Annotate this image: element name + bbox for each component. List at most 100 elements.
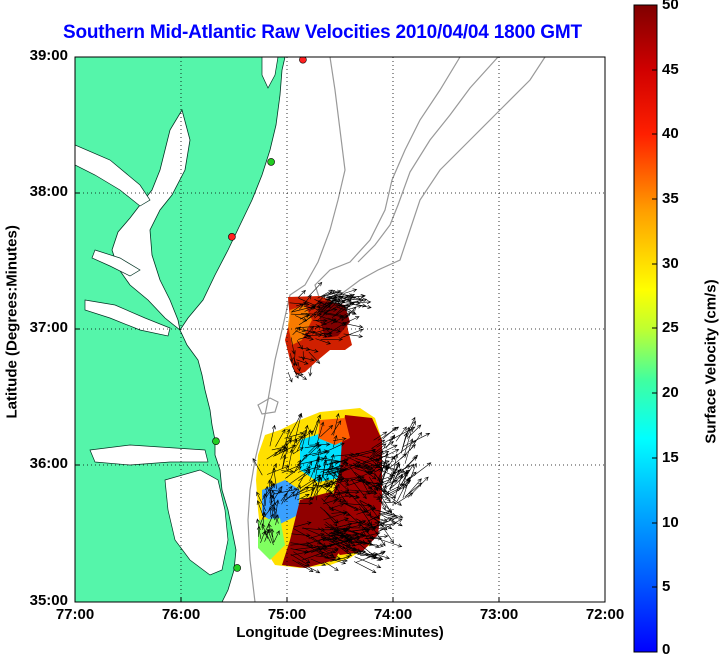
velocity-arrow [293, 459, 302, 474]
velocity-arrow [292, 559, 314, 573]
map-content [75, 57, 605, 602]
colorbar-tick-label: 30 [662, 255, 679, 272]
velocity-arrow [307, 281, 323, 298]
xtick-label: 77:00 [55, 606, 95, 623]
velocity-arrow [298, 297, 321, 309]
velocity-arrow [342, 502, 359, 511]
velocity-arrow [334, 517, 349, 524]
station-marker-green [212, 437, 220, 446]
velocity-arrow [334, 303, 352, 308]
velocity-arrow [264, 485, 269, 507]
velocity-arrow [323, 459, 347, 465]
velocity-arrow [256, 491, 267, 512]
colorbar-tick-label: 50 [662, 0, 679, 13]
velocity-arrow [290, 554, 310, 566]
velocity-arrow [323, 556, 347, 565]
james-river [84, 299, 171, 337]
velocity-arrow [322, 454, 328, 478]
colorbar-tick-label: 25 [662, 319, 679, 336]
velocity-arrow [304, 308, 321, 323]
velocity-arrow [364, 536, 383, 541]
velocity-arrow [367, 510, 391, 522]
ytick-label: 36:00 [29, 455, 68, 472]
velocity-arrow [335, 453, 361, 465]
velocity-arrow [308, 351, 321, 365]
velocity-arrow [304, 305, 317, 312]
velocity-arrow [356, 531, 381, 539]
velocity-arrow [331, 538, 349, 552]
velocity-arrow [331, 420, 342, 436]
velocity-arrow [273, 530, 280, 543]
velocity-arrow [293, 521, 312, 528]
radar-stations [212, 57, 307, 572]
xtick-label: 72:00 [585, 606, 625, 623]
velocity-arrow [309, 478, 316, 501]
velocity-arrow [320, 337, 343, 342]
velocity-arrow [343, 333, 364, 339]
velocity-arrow [317, 527, 338, 541]
velocity-arrow [378, 513, 403, 527]
velocity-arrow [281, 469, 295, 474]
bathymetry-contour-slope-outer [357, 57, 499, 263]
velocity-arrow [343, 532, 367, 544]
velocity-arrow [354, 466, 374, 471]
velocity-arrow [269, 463, 277, 483]
velocity-arrow [355, 541, 384, 548]
colorbar-label: Surface Velocity (cm/s) [702, 279, 720, 444]
velocity-arrow [298, 444, 320, 464]
velocity-arrow [377, 495, 386, 511]
xtick-label: 73:00 [479, 606, 519, 623]
velocity-arrow [304, 329, 328, 338]
velocity-arrow [267, 479, 272, 496]
velocity-arrow [348, 448, 377, 457]
velocity-arrow [274, 447, 289, 454]
velocity-arrow [345, 316, 360, 324]
velocity-arrow [287, 448, 294, 471]
colorbar-tick-label: 35 [662, 190, 679, 207]
velocity-arrow [369, 516, 393, 530]
velocity-arrow [325, 478, 350, 487]
velocity-arrow [267, 528, 274, 546]
colorbar-tick-label: 0 [662, 641, 671, 658]
velocity-arrow [328, 473, 345, 480]
velocity-arrow [359, 500, 372, 517]
velocity-arrow [329, 503, 345, 510]
velocity-arrow [283, 491, 295, 503]
velocity-arrow [331, 452, 355, 457]
xtick-label: 76:00 [161, 606, 201, 623]
velocity-arrow [358, 479, 381, 486]
velocity-arrow [328, 292, 344, 298]
velocity-arrow [382, 452, 389, 469]
bathymetry-contour-shelf [247, 57, 346, 602]
pamlico-sound [164, 469, 229, 576]
velocity-arrow [395, 426, 407, 442]
velocity-arrow [301, 351, 306, 361]
axis-ticks [75, 192, 500, 602]
map-title: Southern Mid-Atlantic Raw Velocities 201… [63, 22, 582, 43]
velocity-arrow [371, 461, 383, 473]
velocity-arrow [306, 333, 323, 338]
velocity-arrow [327, 322, 347, 335]
velocity-arrow [378, 484, 391, 503]
velocity-arrow [408, 462, 417, 485]
colorbar-tick-label: 5 [662, 578, 671, 595]
velocity-arrow [297, 561, 321, 574]
velocity-arrow [293, 551, 311, 564]
velocity-arrow [295, 372, 304, 376]
velocity-arrow [327, 317, 347, 326]
velocity-arrow [338, 295, 352, 302]
velocity-arrow [298, 460, 313, 486]
velocity-arrow [366, 514, 388, 523]
y-axis-label: Latitude (Degrees:Minutes) [3, 225, 21, 419]
velocity-arrow [359, 500, 377, 510]
velocity-arrow [349, 489, 374, 494]
velocity-arrow [344, 503, 373, 508]
velocity-arrow [333, 413, 340, 436]
velocity-arrow [259, 512, 266, 526]
velocity-arrow [314, 299, 331, 308]
velocity-vectors [252, 281, 432, 574]
velocity-arrow [350, 478, 367, 500]
velocity-arrow [343, 322, 364, 329]
velocity-arrow [298, 471, 311, 482]
velocity-arrow [256, 500, 264, 517]
